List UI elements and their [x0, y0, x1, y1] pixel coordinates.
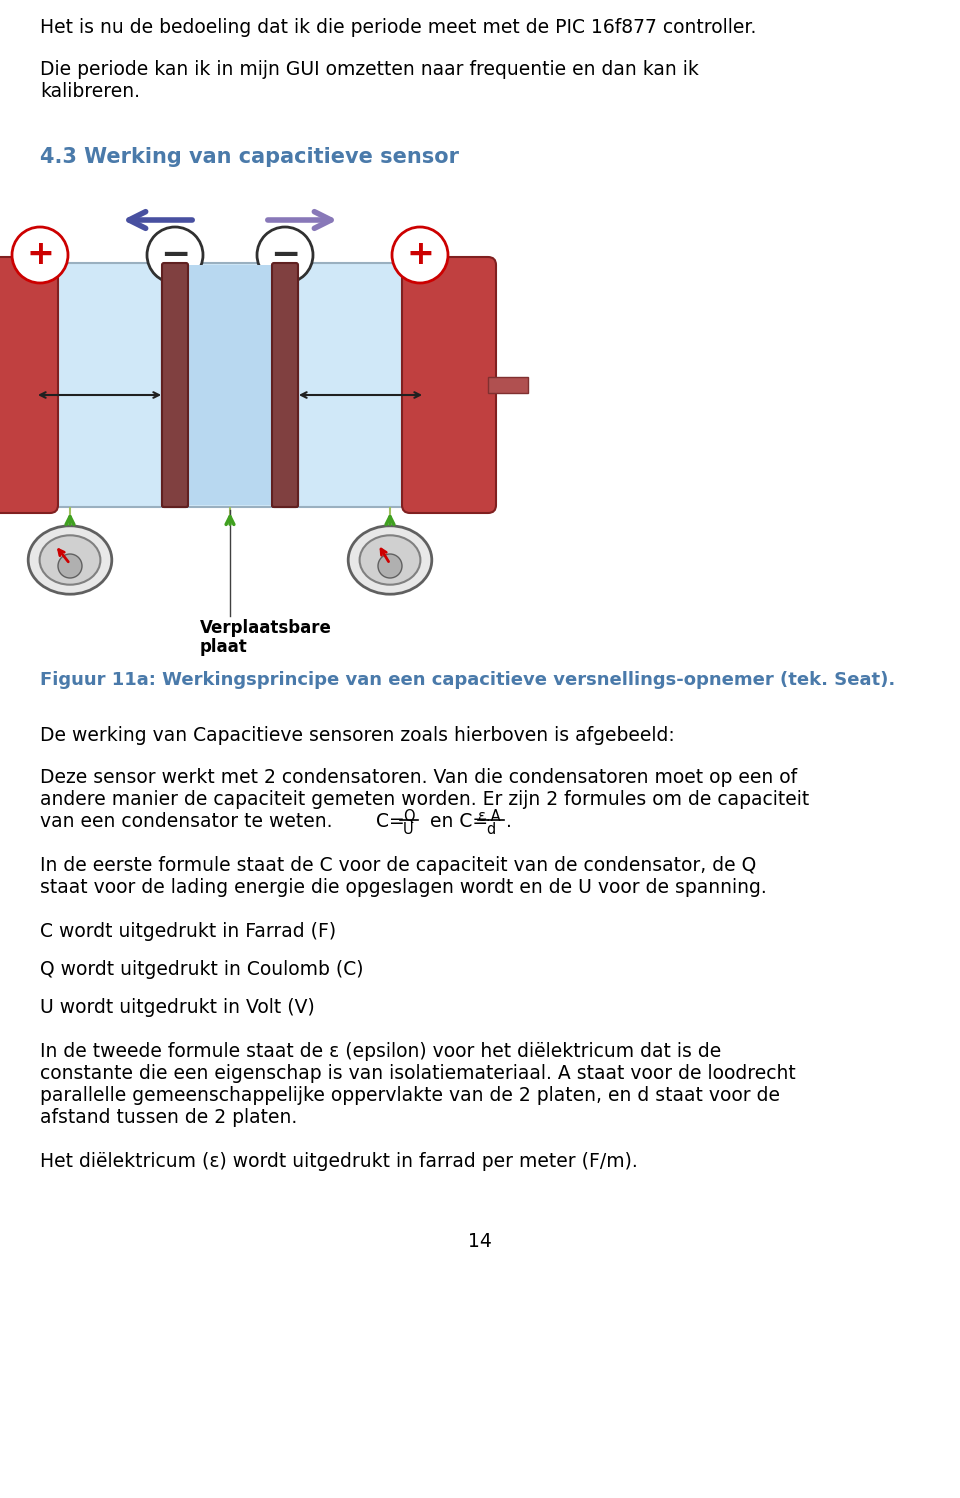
Text: −: − [160, 238, 190, 273]
Text: Q: Q [403, 809, 415, 824]
FancyBboxPatch shape [0, 258, 58, 512]
Text: Figuur 11a: Werkingsprincipe van een capacitieve versnellings-opnemer (tek. Seat: Figuur 11a: Werkingsprincipe van een cap… [40, 671, 896, 689]
Text: Die periode kan ik in mijn GUI omzetten naar frequentie en dan kan ik: Die periode kan ik in mijn GUI omzetten … [40, 60, 699, 79]
Bar [186, 265, 274, 505]
Ellipse shape [28, 526, 111, 595]
FancyBboxPatch shape [402, 258, 496, 512]
Text: Deze sensor werkt met 2 condensatoren. Van die condensatoren moet op een of: Deze sensor werkt met 2 condensatoren. V… [40, 768, 797, 786]
Text: 14: 14 [468, 1231, 492, 1251]
Text: Verplaatsbare: Verplaatsbare [200, 619, 332, 637]
Text: parallelle gemeenschappelijke oppervlakte van de 2 platen, en d staat voor de: parallelle gemeenschappelijke oppervlakt… [40, 1086, 780, 1106]
Circle shape [147, 228, 203, 283]
Text: plaat: plaat [200, 638, 248, 656]
Ellipse shape [39, 535, 101, 584]
Text: −: − [270, 238, 300, 273]
FancyBboxPatch shape [162, 264, 188, 506]
Text: kalibreren.: kalibreren. [40, 82, 140, 100]
Text: .: . [506, 812, 512, 831]
Text: d: d [486, 822, 495, 837]
Text: +: + [26, 238, 54, 271]
Text: afstand tussen de 2 platen.: afstand tussen de 2 platen. [40, 1109, 298, 1126]
Circle shape [378, 554, 402, 578]
Circle shape [12, 228, 68, 283]
Text: van een condensator te weten.: van een condensator te weten. [40, 812, 332, 831]
Text: 4.3 Werking van capacitieve sensor: 4.3 Werking van capacitieve sensor [40, 147, 459, 166]
FancyBboxPatch shape [272, 264, 298, 506]
FancyBboxPatch shape [272, 264, 298, 506]
Ellipse shape [348, 526, 432, 595]
Text: Het is nu de bedoeling dat ik die periode meet met de PIC 16f877 controller.: Het is nu de bedoeling dat ik die period… [40, 18, 756, 37]
Text: constante die een eigenschap is van isolatiemateriaal. A staat voor de loodrecht: constante die een eigenschap is van isol… [40, 1064, 796, 1083]
Bar [488, 377, 528, 392]
Text: Q wordt uitgedrukt in Coulomb (C): Q wordt uitgedrukt in Coulomb (C) [40, 960, 364, 980]
Text: +: + [406, 238, 434, 271]
Text: De werking van Capacitieve sensoren zoals hierboven is afgebeeld:: De werking van Capacitieve sensoren zoal… [40, 727, 675, 745]
Text: Het diëlektricum (ε) wordt uitgedrukt in farrad per meter (F/m).: Het diëlektricum (ε) wordt uitgedrukt in… [40, 1152, 637, 1171]
Text: In de eerste formule staat de C voor de capaciteit van de condensator, de Q: In de eerste formule staat de C voor de … [40, 855, 756, 875]
Text: U: U [403, 822, 414, 837]
Text: ε.A: ε.A [478, 809, 500, 824]
Text: In de tweede formule staat de ε (epsilon) voor het diëlektricum dat is de: In de tweede formule staat de ε (epsilon… [40, 1043, 721, 1061]
Ellipse shape [360, 535, 420, 584]
Text: C=: C= [376, 812, 405, 831]
Circle shape [257, 228, 313, 283]
Circle shape [392, 228, 448, 283]
Text: andere manier de capaciteit gemeten worden. Er zijn 2 formules om de capaciteit: andere manier de capaciteit gemeten word… [40, 789, 809, 809]
Text: staat voor de lading energie die opgeslagen wordt en de U voor de spanning.: staat voor de lading energie die opgesla… [40, 878, 767, 897]
Text: U wordt uitgedrukt in Volt (V): U wordt uitgedrukt in Volt (V) [40, 998, 315, 1017]
Circle shape [58, 554, 82, 578]
FancyBboxPatch shape [28, 264, 432, 506]
Text: en C=: en C= [424, 812, 488, 831]
Text: C wordt uitgedrukt in Farrad (F): C wordt uitgedrukt in Farrad (F) [40, 921, 336, 941]
FancyBboxPatch shape [162, 264, 188, 506]
